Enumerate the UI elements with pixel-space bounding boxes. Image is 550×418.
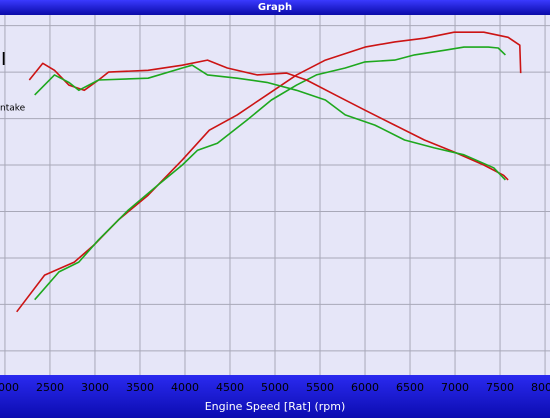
curve: [34, 46, 506, 301]
x-axis-title: Engine Speed [Rat] (rpm): [205, 400, 346, 413]
legend-fragment: ntake: [0, 104, 26, 114]
window-title: Graph: [258, 2, 292, 13]
curve: [34, 64, 506, 181]
x-tick-label: 6500: [396, 381, 424, 394]
axis-panel: [0, 375, 550, 418]
legend-fragment: I: [1, 49, 6, 70]
x-tick-label: 5000: [261, 381, 289, 394]
x-tick-label: 3000: [81, 381, 109, 394]
title-bar: [0, 0, 550, 15]
x-tick-label: 4500: [216, 381, 244, 394]
x-tick-label: 4000: [171, 381, 199, 394]
x-tick-label: 6000: [351, 381, 379, 394]
x-tick-label: 5500: [306, 381, 334, 394]
x-tick-label: 8000: [531, 381, 550, 394]
x-tick-label: 2000: [0, 381, 19, 394]
x-tick-label: 7000: [441, 381, 469, 394]
x-tick-label: 7500: [486, 381, 514, 394]
x-tick-label: 3500: [126, 381, 154, 394]
x-tick-label: 2500: [36, 381, 64, 394]
lines: [16, 31, 522, 313]
grid: [0, 15, 550, 375]
